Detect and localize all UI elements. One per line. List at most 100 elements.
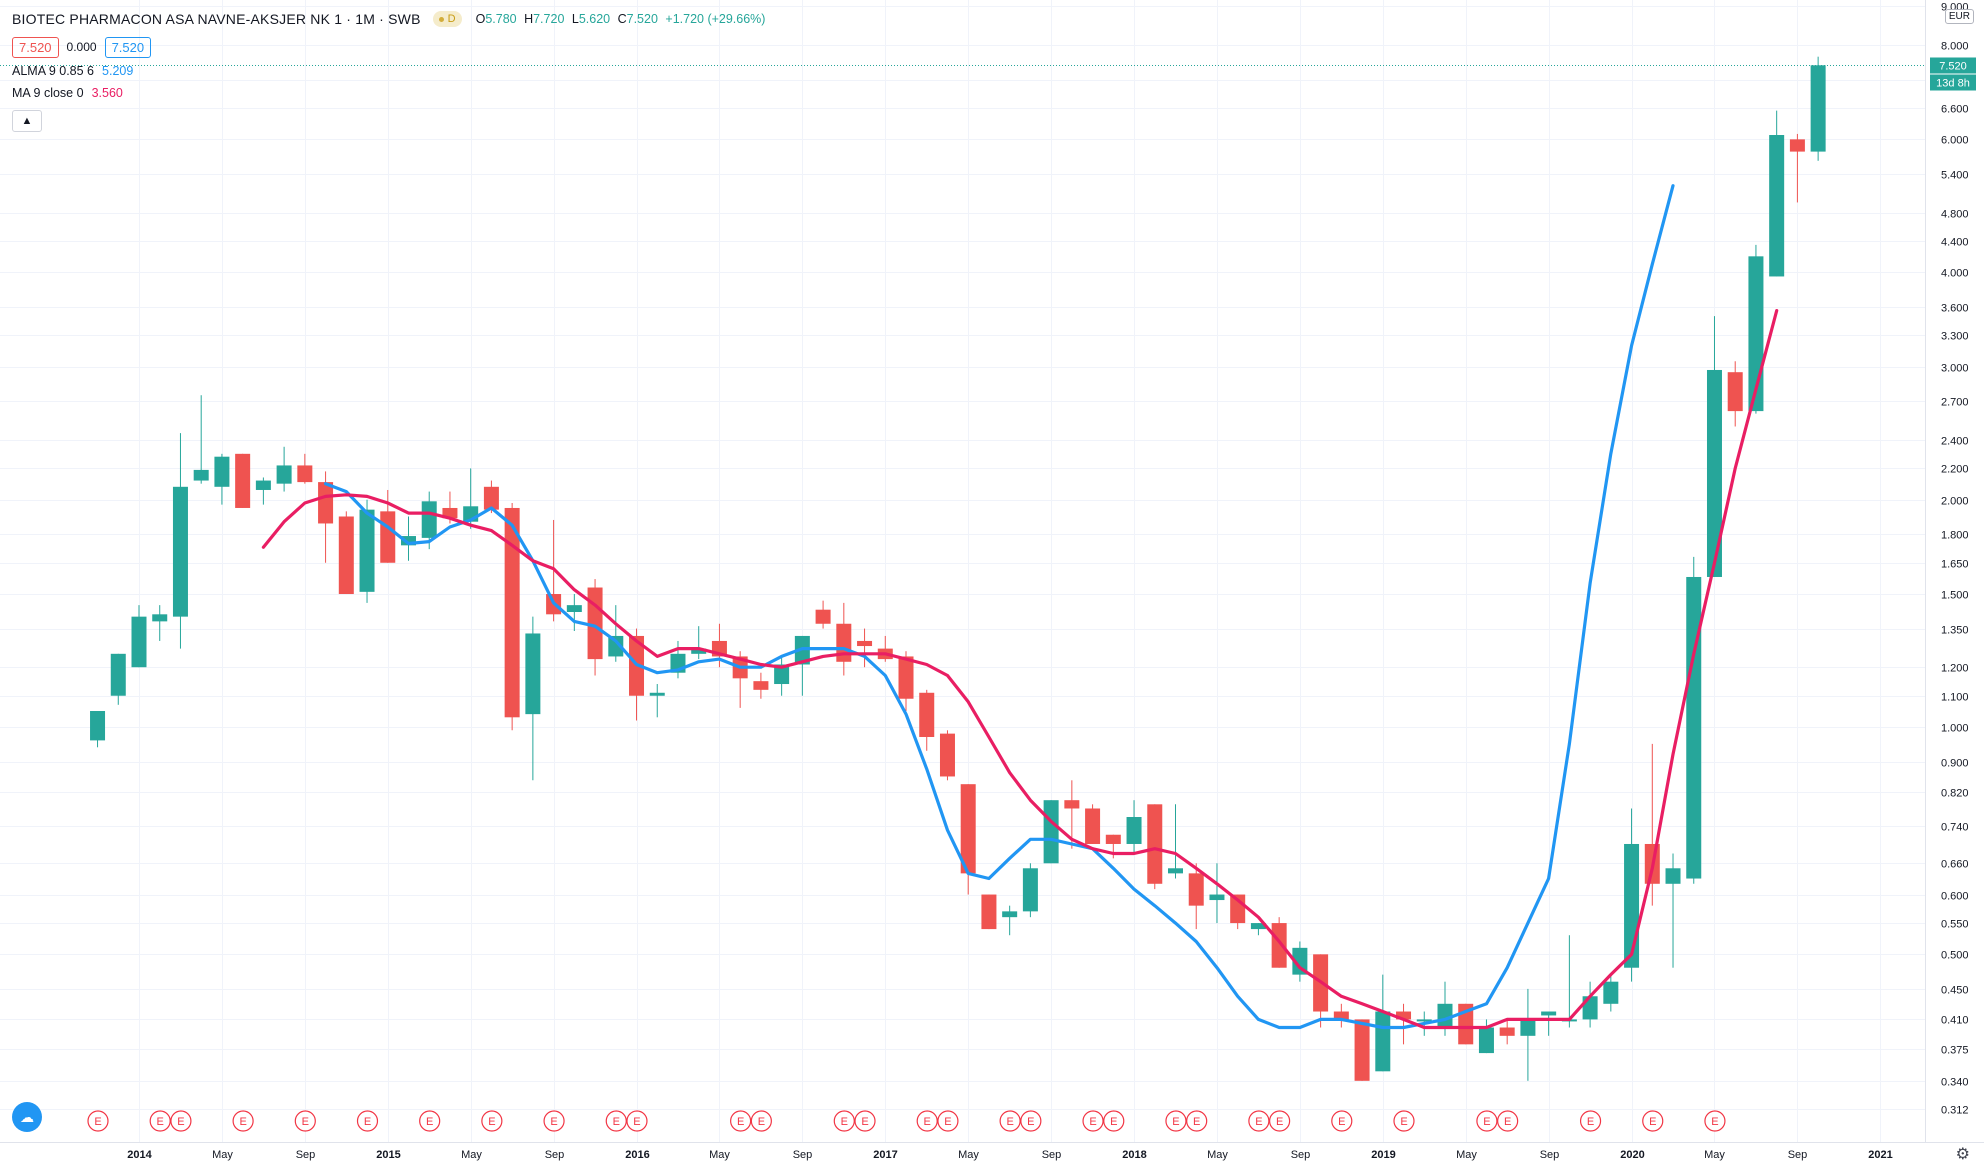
candle-body: [1022, 868, 1038, 912]
candle: [525, 616, 541, 781]
y-tick-label: 0.410: [1941, 1015, 1969, 1027]
candle: [877, 635, 893, 662]
settings-gear-icon[interactable]: ⚙: [1955, 1146, 1970, 1163]
earnings-marker: E: [356, 1110, 379, 1132]
low-value: 5.620: [578, 12, 611, 26]
earnings-circle: [232, 1110, 254, 1132]
x-tick-label: Sep: [1291, 1149, 1311, 1161]
candle: [1478, 1019, 1494, 1054]
candle-body: [380, 511, 396, 563]
ma-line: [261, 309, 1779, 1030]
candle-body: [483, 486, 499, 510]
candle: [338, 511, 354, 595]
y-tick-label: 0.375: [1941, 1045, 1969, 1057]
candle: [753, 672, 769, 699]
candle: [90, 710, 106, 748]
buy-button[interactable]: 7.520: [104, 36, 152, 58]
x-tick-label: Sep: [1042, 1149, 1062, 1161]
y-tick-label: 0.340: [1941, 1077, 1969, 1089]
sell-button[interactable]: 7.520: [12, 36, 59, 58]
candle: [131, 605, 147, 668]
earnings-marker: E: [937, 1110, 959, 1132]
symbol-title[interactable]: BIOTEC PHARMACON ASA NAVNE-AKSJER NK 1 ·…: [12, 11, 421, 27]
candle-body: [214, 456, 230, 487]
candle-body: [400, 536, 416, 546]
candle: [1002, 905, 1018, 936]
candle: [1022, 863, 1038, 918]
earnings-circle: [170, 1110, 192, 1132]
currency-label[interactable]: EUR: [1944, 9, 1974, 24]
earnings-marker: E: [1020, 1110, 1042, 1132]
earnings-letter: E: [1711, 1116, 1718, 1128]
earnings-letter: E: [1649, 1116, 1656, 1128]
candle-body: [1375, 1011, 1391, 1072]
earnings-letter: E: [841, 1116, 848, 1128]
alma-indicator-value: 5.209: [102, 64, 134, 78]
candle: [1789, 133, 1805, 203]
earnings-circle: [999, 1110, 1021, 1132]
earnings-letter: E: [157, 1116, 164, 1128]
indicator-ma-row[interactable]: MA 9 close 0 3.560: [12, 82, 769, 104]
candle: [939, 730, 955, 781]
delayed-data-badge[interactable]: D: [432, 11, 462, 27]
x-tick-label: May: [212, 1149, 233, 1161]
earnings-marker: E: [750, 1110, 772, 1132]
candle: [649, 684, 665, 718]
candle: [1250, 923, 1266, 936]
tradingview-logo[interactable]: ☁: [12, 1102, 42, 1132]
close-key: C: [617, 12, 627, 26]
collapse-legend-button[interactable]: ▲: [12, 110, 42, 132]
candle-body: [276, 465, 292, 484]
alma-line: [324, 184, 1675, 1030]
earnings-circle: [1642, 1110, 1664, 1132]
x-tick-label: 2018: [1122, 1149, 1146, 1161]
earnings-letter: E: [1276, 1116, 1283, 1128]
candle-body: [815, 609, 831, 624]
y-tick-label: 3.000: [1941, 363, 1969, 375]
high-value: 7.720: [533, 12, 565, 26]
candle: [1706, 316, 1722, 577]
candle-body: [566, 605, 582, 612]
candle: [1541, 1011, 1557, 1036]
high-key: H: [524, 12, 534, 26]
x-tick-label: May: [958, 1149, 979, 1161]
candle-body: [1686, 576, 1702, 879]
x-tick-label: May: [709, 1149, 730, 1161]
alma-indicator-name[interactable]: ALMA 9 0.85 6: [12, 64, 95, 78]
candle-body: [90, 710, 106, 741]
candle: [691, 626, 707, 660]
earnings-marker: E: [1082, 1110, 1104, 1132]
indicator-lines: [261, 184, 1779, 1030]
candle: [1810, 56, 1826, 161]
earnings-letter: E: [94, 1116, 101, 1128]
candle: [1727, 361, 1743, 427]
candle: [815, 600, 831, 629]
y-tick-label: 0.450: [1941, 985, 1969, 997]
candle-body: [1499, 1027, 1515, 1036]
earnings-letter: E: [737, 1116, 744, 1128]
candle: [566, 594, 582, 632]
candle: [1333, 1003, 1349, 1028]
ma-indicator-name[interactable]: MA 9 close 0: [12, 86, 84, 100]
earnings-letter: E: [1338, 1116, 1345, 1128]
candle-body: [1147, 804, 1163, 884]
x-tick-label: May: [461, 1149, 482, 1161]
candle-body: [1727, 372, 1743, 412]
candle: [608, 605, 624, 662]
y-tick-label: 1.650: [1941, 559, 1969, 571]
candle: [297, 453, 313, 484]
candle-body: [442, 507, 458, 519]
earnings-circle: [1103, 1110, 1125, 1132]
candle: [172, 433, 188, 649]
earnings-marker: E: [1497, 1110, 1519, 1132]
earnings-marker: E: [833, 1110, 855, 1132]
indicator-alma-row[interactable]: ALMA 9 0.85 6 5.209: [12, 60, 769, 82]
candle: [504, 502, 520, 731]
earnings-marker: E: [916, 1110, 938, 1132]
y-tick-label: 6.000: [1941, 135, 1969, 147]
candle: [359, 499, 375, 603]
candle-body: [525, 633, 541, 715]
candle: [193, 395, 209, 484]
x-tick-label: 2019: [1371, 1149, 1395, 1161]
